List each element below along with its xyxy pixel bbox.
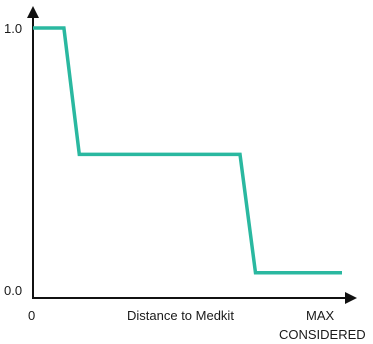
x-tick-label-considered: CONSIDERED <box>279 327 366 342</box>
x-tick-label-origin: 0 <box>28 308 35 323</box>
y-axis-arrow <box>27 6 39 18</box>
y-tick-label-bottom: 0.0 <box>4 283 22 298</box>
series-line <box>33 26 342 275</box>
x-axis-arrow <box>345 292 357 304</box>
x-tick-label-max: MAX <box>306 308 335 323</box>
y-tick-label-top: 1.0 <box>4 21 22 36</box>
x-axis-label: Distance to Medkit <box>127 308 234 323</box>
